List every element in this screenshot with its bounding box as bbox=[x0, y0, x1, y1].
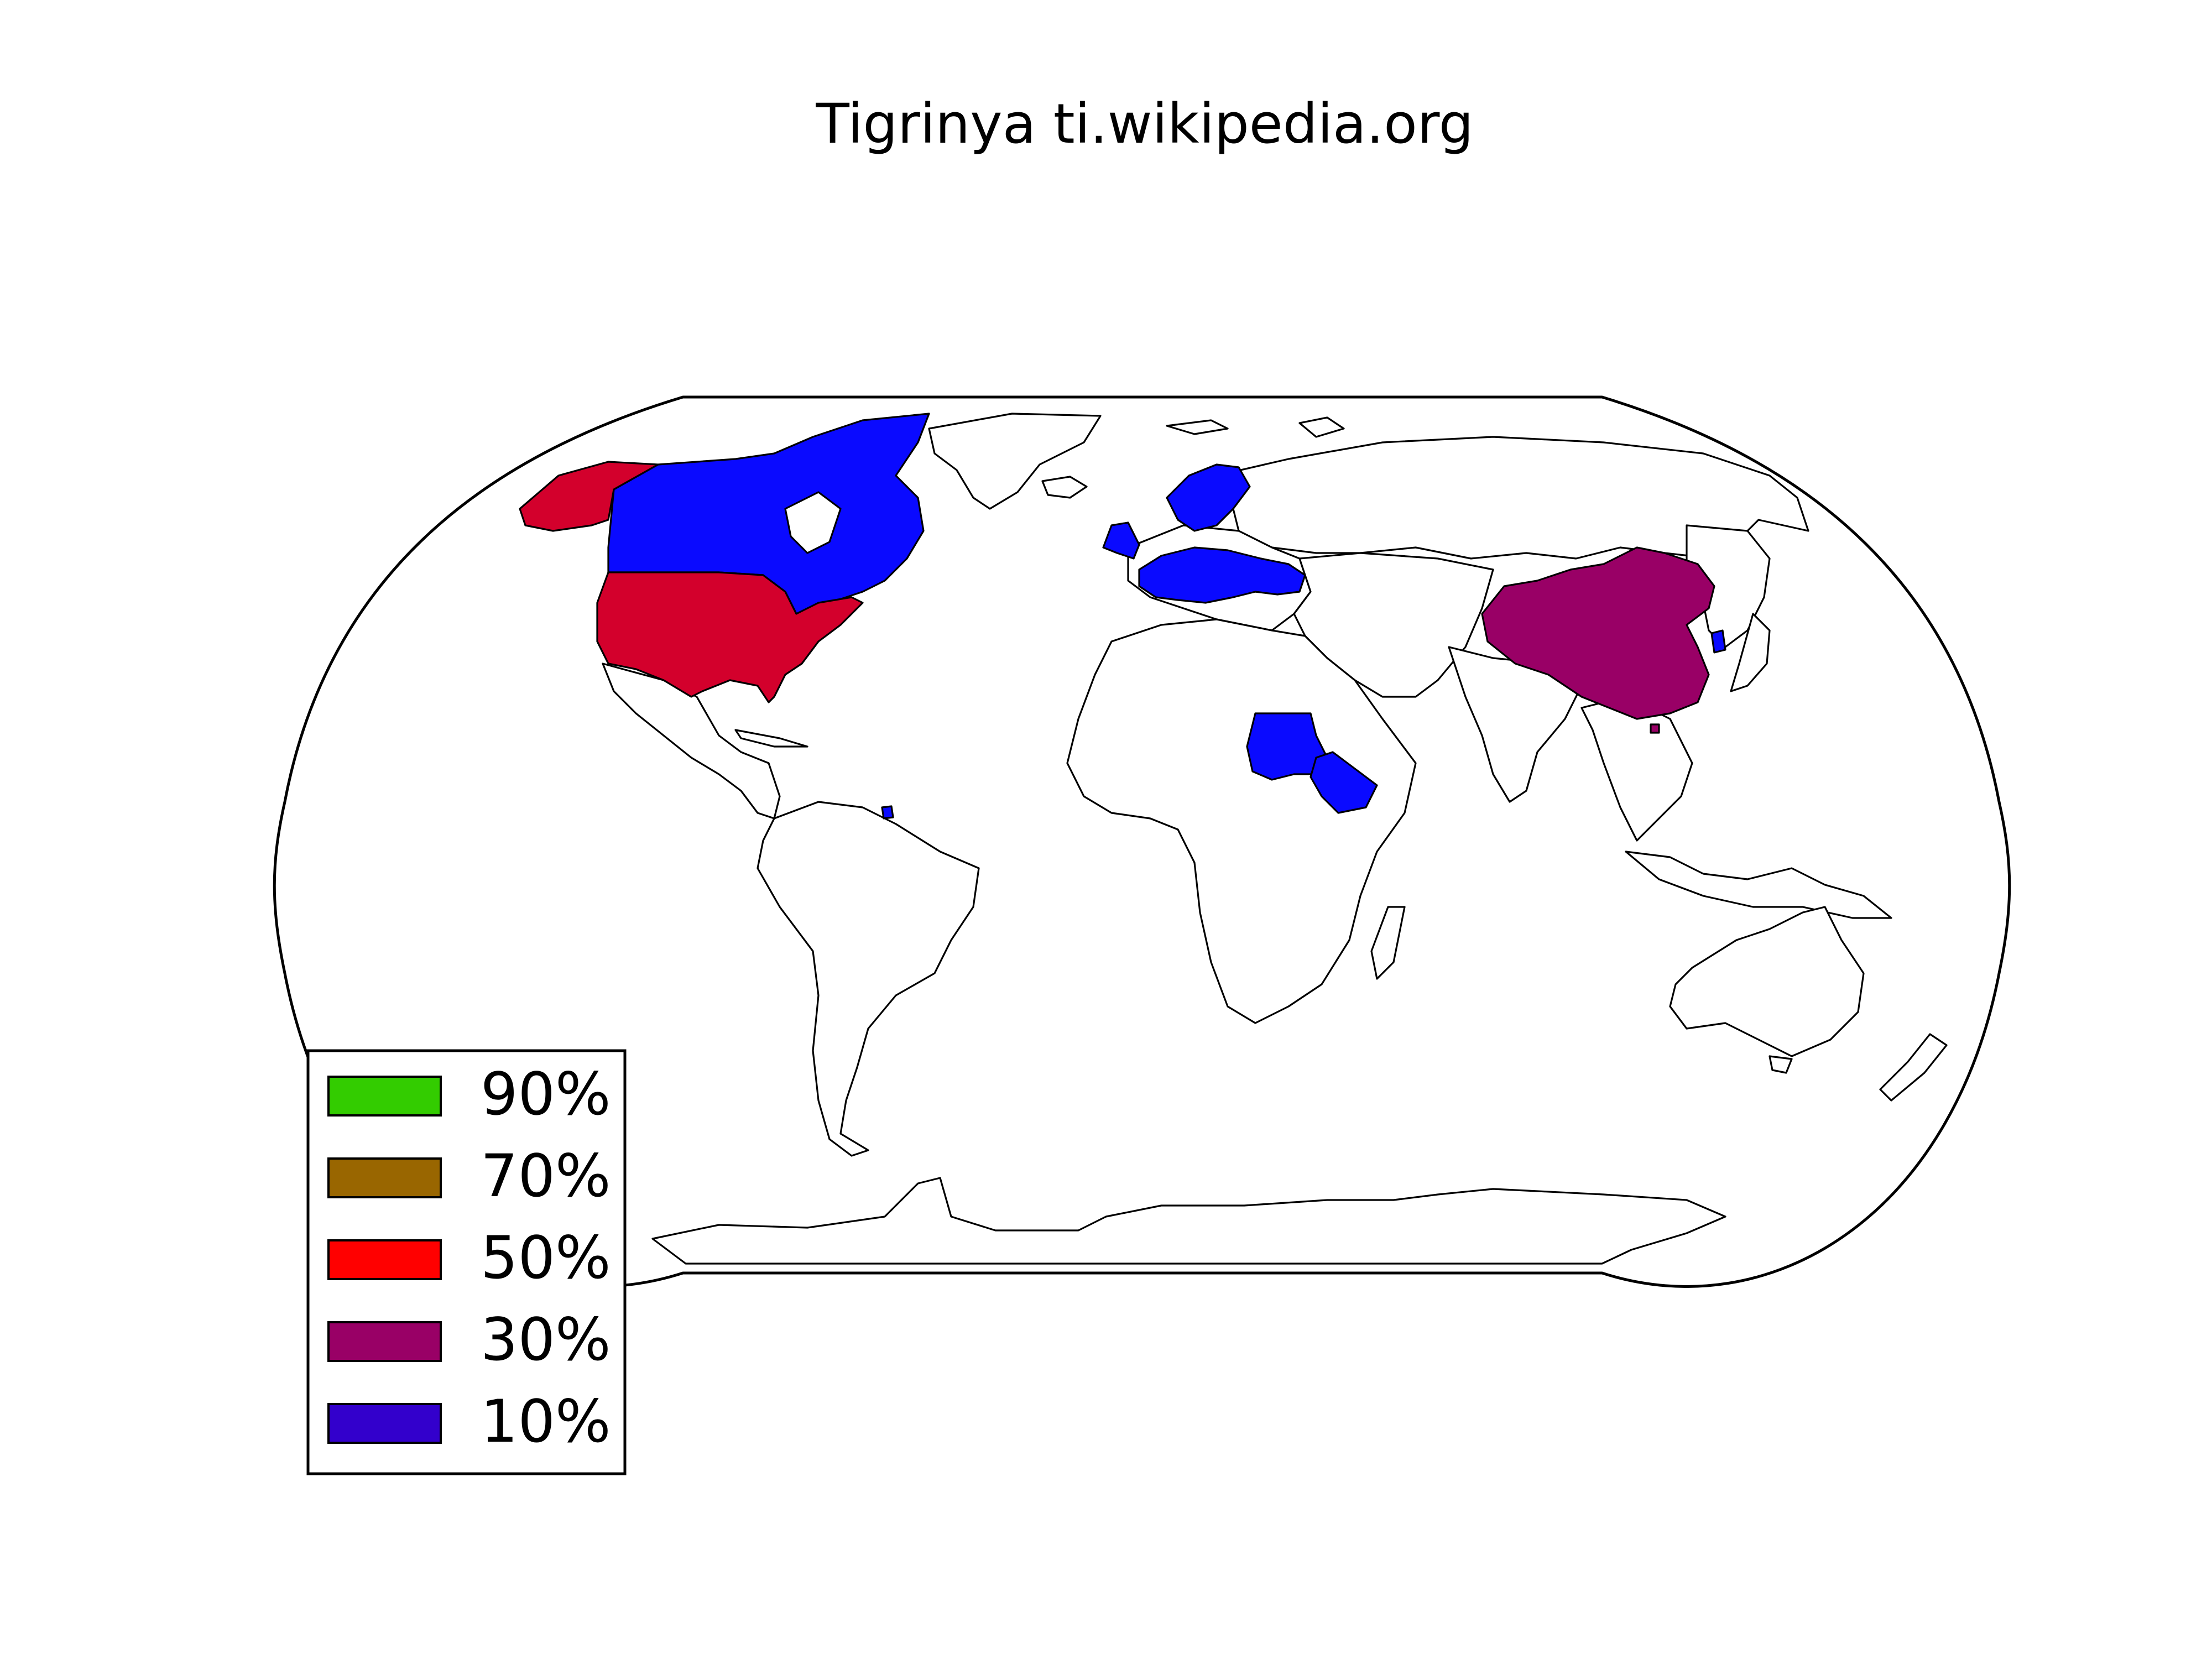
tasmania-shape bbox=[1768, 1055, 1793, 1074]
legend-label: 30% bbox=[481, 1306, 611, 1374]
legend-swatch bbox=[327, 1076, 442, 1117]
legend-swatch bbox=[327, 1403, 442, 1444]
map-layer bbox=[519, 413, 1948, 1265]
middle-east-shape bbox=[1293, 552, 1494, 698]
greenland-shape bbox=[928, 413, 1102, 510]
region-south-korea bbox=[1710, 629, 1726, 654]
legend-label: 70% bbox=[481, 1142, 611, 1210]
novaya-zemlya-shape bbox=[1298, 416, 1345, 438]
caribbean-shape bbox=[734, 729, 808, 748]
hudson-bay-shape bbox=[784, 491, 842, 554]
central-america-shape bbox=[602, 662, 781, 820]
japan-shape bbox=[1730, 613, 1771, 692]
legend-label: 10% bbox=[481, 1387, 611, 1455]
region-united-states bbox=[596, 571, 864, 703]
iceland-shape bbox=[1041, 476, 1088, 499]
legend-items: 90% 70% 50% 30% 10% bbox=[327, 1060, 611, 1455]
map-title: Tigrinya ti.wikipedia.org bbox=[815, 92, 1473, 156]
africa-shape bbox=[1066, 618, 1417, 1024]
region-china bbox=[1481, 546, 1715, 720]
region-hainan bbox=[1650, 723, 1660, 734]
region-uk-ireland bbox=[1102, 521, 1140, 560]
legend-swatch bbox=[327, 1321, 442, 1362]
antarctica-shape bbox=[651, 1177, 1726, 1265]
indonesia-shape bbox=[1625, 851, 1892, 919]
legend-swatch bbox=[327, 1239, 442, 1280]
south-america-shape bbox=[757, 801, 980, 1157]
australia-shape bbox=[1669, 906, 1865, 1057]
legend-swatch bbox=[327, 1157, 442, 1198]
legend: 90% 70% 50% 30% 10% bbox=[306, 1049, 627, 1475]
region-ethiopia bbox=[1310, 751, 1378, 814]
region-scandinavia bbox=[1166, 463, 1251, 532]
region-europe-10pct bbox=[1138, 546, 1306, 604]
madagascar-shape bbox=[1370, 906, 1406, 980]
region-french-guiana bbox=[881, 805, 894, 820]
legend-label: 90% bbox=[481, 1060, 611, 1128]
region-alaska bbox=[519, 461, 659, 532]
new-zealand-shape bbox=[1879, 1033, 1948, 1102]
region-sudan bbox=[1246, 712, 1328, 781]
svalbard-shape bbox=[1166, 419, 1229, 435]
legend-label: 50% bbox=[481, 1224, 611, 1292]
